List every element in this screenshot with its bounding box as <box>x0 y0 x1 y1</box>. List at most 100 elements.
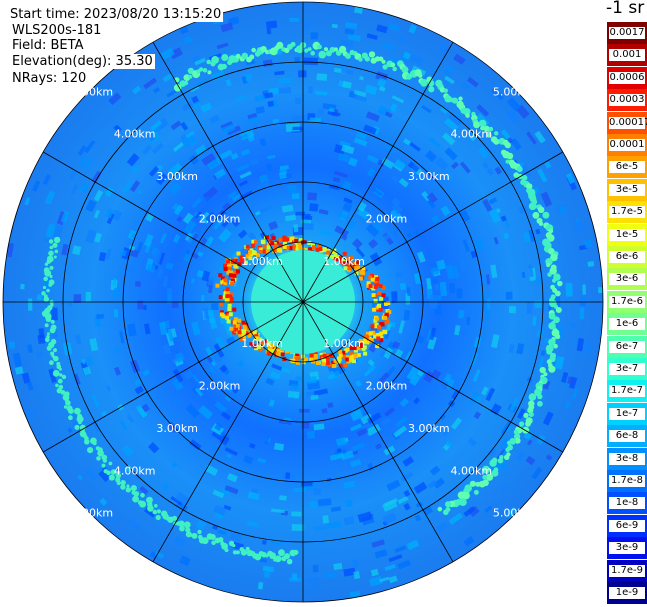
radar-cell <box>493 236 499 245</box>
radar-cell <box>317 243 322 248</box>
radar-cell <box>191 373 202 386</box>
radar-cell <box>391 291 398 304</box>
radar-cell <box>506 152 514 160</box>
radar-cell <box>378 56 384 62</box>
radar-cell <box>54 249 59 254</box>
radar-cell <box>350 423 362 432</box>
radar-cell <box>381 59 386 64</box>
radar-cell <box>50 351 55 356</box>
radar-cell <box>290 41 296 47</box>
radar-cell <box>262 244 267 249</box>
radar-cell <box>550 253 558 262</box>
radar-cell <box>381 293 386 298</box>
radar-cell <box>445 264 456 280</box>
radar-cell <box>174 351 186 363</box>
radar-cell <box>444 147 458 161</box>
azimuth-spoke <box>42 151 304 303</box>
radar-cell <box>214 168 226 180</box>
radar-cell <box>227 303 232 308</box>
radar-cell <box>353 570 361 580</box>
radar-cell <box>79 424 86 431</box>
radar-cell <box>63 405 68 409</box>
radar-cell <box>487 298 491 310</box>
radar-cell <box>228 312 233 317</box>
radar-cell <box>356 265 361 270</box>
radar-cell <box>401 66 409 74</box>
range-ring-label: 1.00km <box>241 255 283 268</box>
radar-cell <box>43 237 49 243</box>
radar-cell <box>393 425 408 438</box>
radar-cell <box>223 264 227 268</box>
radar-cell <box>356 207 370 220</box>
radar-cell <box>50 307 58 321</box>
radar-cell <box>303 222 314 231</box>
radar-cell <box>450 417 463 430</box>
radar-cell <box>345 21 358 30</box>
radar-cell <box>218 273 223 278</box>
radar-cell <box>531 466 543 480</box>
radar-cell <box>224 395 232 402</box>
radar-cell <box>171 377 184 391</box>
radar-cell <box>385 323 392 332</box>
radar-cell <box>587 261 595 267</box>
radar-cell <box>137 500 143 505</box>
radar-cell <box>53 355 59 362</box>
radar-cell <box>223 278 228 283</box>
radar-cell <box>565 401 571 409</box>
radar-cell <box>465 113 470 118</box>
radar-cell <box>237 318 242 323</box>
radar-cell <box>329 255 334 260</box>
radar-cell <box>375 277 380 281</box>
radar-cell <box>269 344 274 349</box>
radar-cell <box>505 291 513 300</box>
radar-cell <box>378 372 390 384</box>
radar-cell <box>316 73 328 81</box>
radar-cell <box>424 150 438 163</box>
radar-cell <box>379 350 386 358</box>
radar-cell <box>100 410 108 417</box>
radar-cell <box>304 22 311 30</box>
radar-cell <box>473 121 481 129</box>
radar-cell <box>288 246 293 251</box>
radar-cell <box>96 456 101 461</box>
radar-cell <box>225 297 230 302</box>
radar-cell <box>345 347 350 352</box>
radar-cell <box>278 238 283 242</box>
radar-cell <box>220 541 225 546</box>
radar-cell <box>44 190 56 205</box>
radar-cell <box>220 276 225 281</box>
radar-cell <box>248 331 253 336</box>
radar-cell <box>188 74 193 79</box>
radar-cell <box>252 344 257 349</box>
radar-cell <box>310 394 319 401</box>
radar-cell <box>142 144 153 155</box>
radar-cell <box>75 334 82 345</box>
radar-cell <box>266 241 271 246</box>
radar-cell <box>236 359 245 368</box>
colorbar-tick-label: 0.0006 <box>609 71 645 84</box>
radar-cell <box>142 369 150 377</box>
radar-cell <box>368 284 373 289</box>
radar-cell <box>394 158 406 170</box>
radar-cell <box>337 356 341 361</box>
radar-cell <box>46 255 54 263</box>
radar-cell <box>87 447 94 454</box>
radar-cell <box>499 435 513 451</box>
radar-cell <box>473 411 482 420</box>
radar-cell <box>197 529 202 535</box>
radar-cell <box>232 330 237 335</box>
radar-cell <box>261 540 267 545</box>
radar-cell <box>458 96 463 101</box>
radar-cell <box>221 54 229 61</box>
radar-cell <box>339 259 344 264</box>
radar-cell <box>377 325 381 330</box>
radar-cell <box>516 343 525 355</box>
radar-cell <box>49 245 54 250</box>
radar-cell <box>296 356 301 361</box>
radar-cell <box>230 278 235 283</box>
radar-cell <box>509 397 520 412</box>
radar-cell <box>540 350 546 357</box>
radar-cell <box>258 347 263 352</box>
radar-cell <box>226 313 231 318</box>
radar-cell <box>228 273 233 278</box>
